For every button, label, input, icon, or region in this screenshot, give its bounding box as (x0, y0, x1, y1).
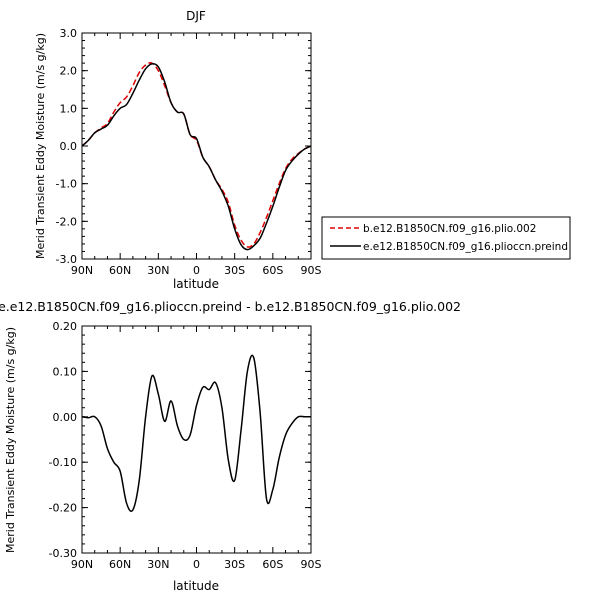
y-tick-label: 2.0 (60, 65, 78, 78)
top-chart-title: DJF (186, 9, 206, 23)
y-tick-label: -0.30 (49, 547, 77, 560)
series-line-1 (81, 354, 311, 513)
x-tick-label: 30S (224, 558, 245, 571)
x-tick-label: 60S (262, 558, 283, 571)
top-y-axis-label: Merid Transient Eddy Moisture (m/s g/kg) (34, 33, 47, 259)
y-tick-label: -1.0 (56, 178, 77, 191)
x-tick-label: 90N (71, 558, 93, 571)
y-tick-label: 0.10 (53, 365, 78, 378)
x-tick-label: 0 (193, 264, 200, 277)
bottom-chart: e.e12.B1850CN.f09_g16.plioccn.preind - b… (0, 299, 461, 593)
series-line-1 (81, 62, 312, 248)
series-line-2 (81, 63, 312, 251)
x-tick-label: 60N (109, 264, 131, 277)
legend-label-series-2: e.e12.B1850CN.f09_g16.plioccn.preind (363, 241, 568, 253)
legend-label-series-1: b.e12.B1850CN.f09_g16.plio.002 (363, 223, 536, 235)
legend: b.e12.B1850CN.f09_g16.plio.002 e.e12.B18… (321, 216, 571, 260)
top-x-axis-label: latitude (173, 277, 219, 291)
x-tick-label: 90S (301, 558, 322, 571)
y-tick-label: 0.20 (53, 320, 78, 333)
y-tick-label: 0.00 (53, 411, 78, 424)
bottom-y-axis-label: Merid Transient Eddy Moisture (m/s g/kg) (4, 327, 17, 553)
x-tick-label: 30S (224, 264, 245, 277)
y-tick-label: 1.0 (60, 102, 78, 115)
bottom-chart-title: e.e12.B1850CN.f09_g16.plioccn.preind - b… (0, 299, 461, 314)
x-tick-label: 30N (147, 264, 169, 277)
x-tick-label: 60S (262, 264, 283, 277)
top-chart: DJF 90N 60N 30N 0 30S 60S 90S 3.0 2.0 1.0 0.0 -1.0 -… (34, 9, 322, 291)
x-tick-label: 90S (301, 264, 322, 277)
y-tick-label: -0.10 (49, 456, 77, 469)
bottom-x-axis-label: latitude (173, 579, 219, 593)
y-tick-label: -2.0 (56, 215, 77, 228)
y-tick-label: 0.0 (60, 140, 78, 153)
y-tick-label: 3.0 (60, 27, 78, 40)
x-tick-label: 0 (193, 558, 200, 571)
x-tick-label: 90N (71, 264, 93, 277)
x-tick-label: 30N (147, 558, 169, 571)
y-tick-label: -0.20 (49, 502, 77, 515)
legend-box (321, 216, 571, 260)
x-tick-label: 60N (109, 558, 131, 571)
y-tick-label: -3.0 (56, 253, 77, 266)
